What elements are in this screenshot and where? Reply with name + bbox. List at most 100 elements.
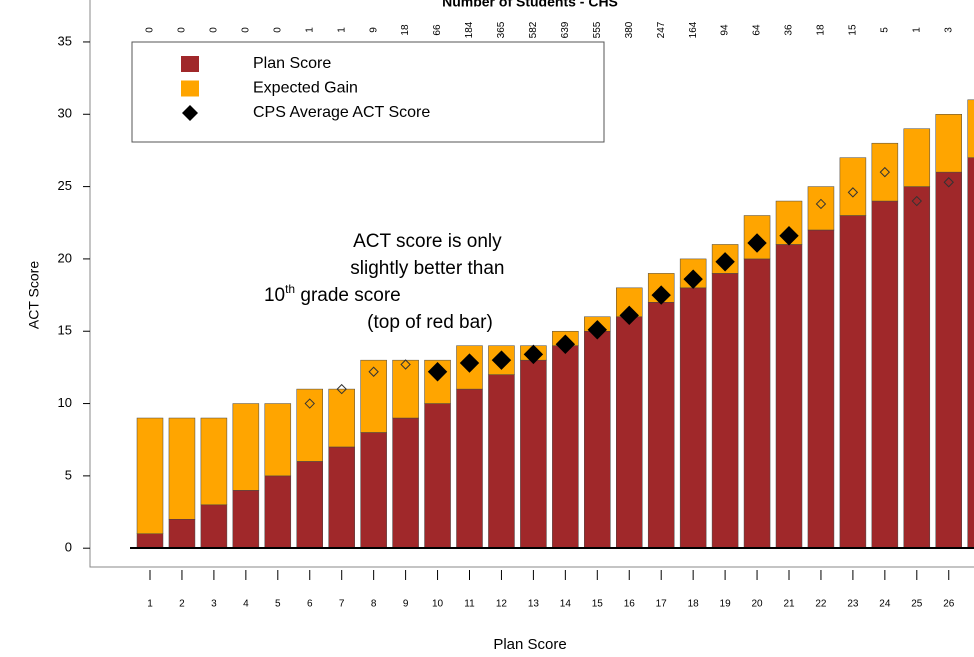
x-tick-label: 22 [815, 599, 827, 610]
bar-segment [967, 99, 974, 158]
count-label: 9 [368, 27, 379, 33]
y-tick-label: 15 [58, 323, 72, 338]
count-label: 184 [464, 21, 475, 38]
count-label: 1 [911, 27, 922, 33]
diamond [336, 383, 347, 395]
count-label: 64 [752, 24, 763, 36]
bar-segment [232, 490, 260, 549]
x-tick-label: 12 [496, 599, 508, 610]
annotation-sup: th [285, 282, 295, 296]
y-tick-label: 20 [58, 250, 72, 265]
diamond [555, 334, 576, 354]
count-label: 247 [656, 21, 667, 38]
count-label: 380 [624, 21, 635, 38]
x-tick-label: 26 [943, 599, 955, 610]
x-tick-label: 19 [720, 599, 732, 610]
count-label: 0 [145, 27, 156, 33]
bar-segment [935, 171, 962, 549]
diamond [304, 398, 315, 409]
x-tick-label: 11 [464, 599, 475, 610]
bar-segment [136, 417, 164, 534]
bar-segment [200, 417, 228, 506]
y-tick-label: 35 [58, 33, 72, 48]
diamond [587, 320, 608, 340]
x-tick-label: 25 [911, 599, 923, 610]
x-tick-label: 5 [275, 599, 281, 610]
y-axis-label: ACT Score [26, 261, 42, 329]
count-label: 365 [496, 21, 507, 38]
diamond [943, 177, 954, 188]
x-tick-label: 2 [179, 599, 185, 610]
count-label: 0 [177, 27, 188, 33]
annotation-line: ACT score is only [353, 231, 502, 252]
diamond [715, 252, 735, 272]
count-label: 164 [688, 21, 699, 38]
bar-segment [871, 200, 899, 549]
x-tick-label: 17 [656, 599, 668, 610]
bar-segment [903, 128, 931, 187]
count-label: 639 [560, 21, 571, 38]
bar-segment [839, 157, 867, 216]
bar-segment [552, 345, 579, 549]
marks [136, 99, 974, 549]
annotation-line: (top of red bar) [367, 312, 493, 333]
legend-swatch [182, 105, 198, 121]
bar-segment [264, 475, 292, 549]
count-label: 582 [528, 21, 539, 38]
count-label: 1 [336, 27, 347, 33]
annotation-line: 10 [264, 285, 285, 306]
x-tick-label: 15 [592, 599, 604, 610]
diamond [368, 366, 379, 377]
annotation: ACT score is only slightly better than 1… [264, 231, 510, 333]
x-tick-label: 16 [624, 599, 636, 610]
x-tick-label: 13 [528, 599, 540, 610]
y-tick-label: 0 [65, 540, 72, 555]
count-label: 0 [240, 27, 251, 33]
count-label: 0 [209, 27, 220, 33]
diamond [491, 350, 512, 370]
bar-segment [871, 142, 899, 202]
bar-segment [935, 114, 962, 173]
legend-entries: Plan Score Expected Gain CPS Average ACT S… [181, 55, 430, 121]
x-tick-label: 9 [403, 599, 409, 610]
bar-segment [616, 316, 643, 549]
legend-swatch [181, 56, 199, 72]
count-label: 36 [784, 24, 795, 36]
diamond [523, 344, 544, 365]
y-tick-label: 10 [58, 395, 72, 410]
x-tick-label: 23 [847, 599, 859, 610]
bar-segment [775, 244, 803, 549]
bar-segment [647, 302, 675, 549]
count-label: 15 [848, 24, 859, 36]
bar-segment [200, 504, 228, 549]
count-label: 94 [720, 24, 731, 36]
diamond [683, 269, 703, 289]
x-tick-label: 24 [879, 599, 891, 610]
bar-segment [903, 186, 931, 549]
legend [131, 41, 605, 143]
diamond [847, 187, 859, 198]
x-tick-label: 4 [243, 599, 249, 610]
x-tick-label: 1 [147, 599, 153, 610]
legend-label: Expected Gain [253, 80, 358, 97]
y-tick-label: 5 [65, 467, 72, 482]
bar-segment [296, 388, 323, 462]
count-label: 555 [592, 21, 603, 38]
bar-segment [711, 273, 739, 549]
count-label: 18 [816, 24, 827, 36]
bar-segment [967, 157, 974, 549]
bar-segment [520, 359, 547, 549]
bar-segment [584, 330, 611, 549]
diamond [400, 359, 411, 370]
diamond [747, 233, 767, 253]
count-label: 3 [943, 27, 954, 33]
count-label: 1 [304, 27, 315, 33]
bar-segment [168, 519, 196, 549]
bar-segment [456, 388, 483, 549]
bar-segment [296, 461, 323, 549]
bar-segment [232, 403, 260, 491]
bar-segment [328, 446, 355, 549]
diamond [911, 195, 923, 207]
bar-segment [264, 403, 292, 477]
count-label: 66 [432, 24, 443, 36]
